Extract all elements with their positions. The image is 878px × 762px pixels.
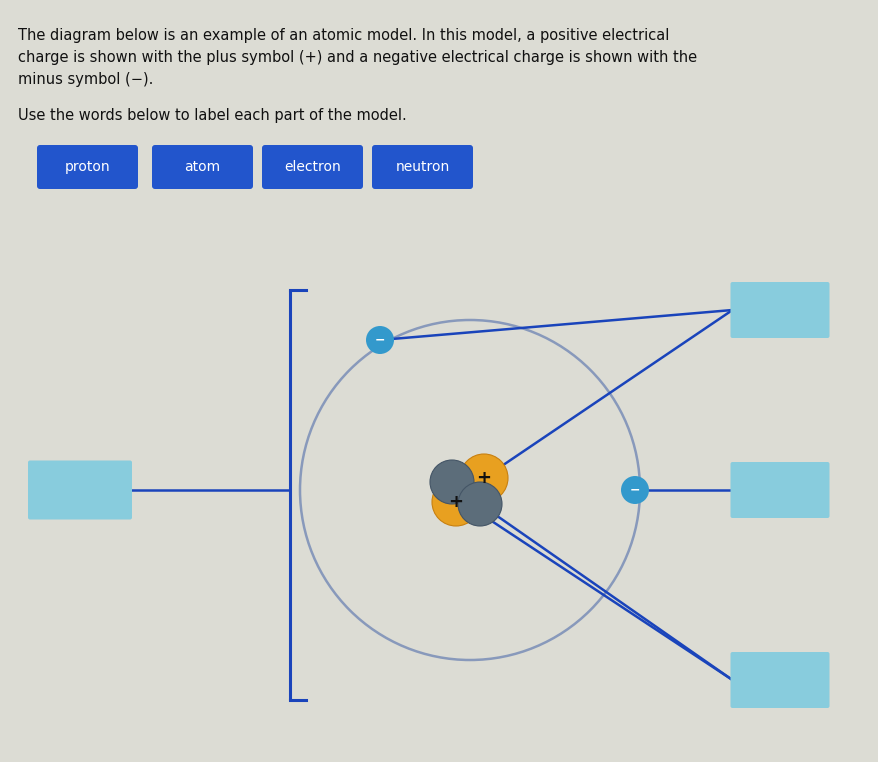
Circle shape [365, 326, 393, 354]
Text: +: + [448, 493, 463, 511]
FancyBboxPatch shape [730, 282, 829, 338]
Circle shape [431, 478, 479, 526]
Circle shape [459, 454, 507, 502]
Text: electron: electron [284, 160, 341, 174]
FancyBboxPatch shape [28, 460, 132, 520]
Circle shape [429, 460, 473, 504]
Text: atom: atom [184, 160, 220, 174]
Text: Use the words below to label each part of the model.: Use the words below to label each part o… [18, 108, 407, 123]
Text: The diagram below is an example of an atomic model. In this model, a positive el: The diagram below is an example of an at… [18, 28, 669, 43]
FancyBboxPatch shape [371, 145, 472, 189]
Text: proton: proton [65, 160, 110, 174]
FancyBboxPatch shape [152, 145, 253, 189]
Text: minus symbol (−).: minus symbol (−). [18, 72, 153, 87]
FancyBboxPatch shape [730, 462, 829, 518]
FancyBboxPatch shape [730, 652, 829, 708]
FancyBboxPatch shape [262, 145, 363, 189]
Text: charge is shown with the plus symbol (+) and a negative electrical charge is sho: charge is shown with the plus symbol (+)… [18, 50, 696, 65]
FancyBboxPatch shape [37, 145, 138, 189]
Circle shape [457, 482, 501, 526]
Text: neutron: neutron [395, 160, 450, 174]
Text: +: + [476, 469, 491, 487]
Text: −: − [629, 484, 639, 497]
Text: −: − [374, 334, 385, 347]
Circle shape [620, 476, 648, 504]
